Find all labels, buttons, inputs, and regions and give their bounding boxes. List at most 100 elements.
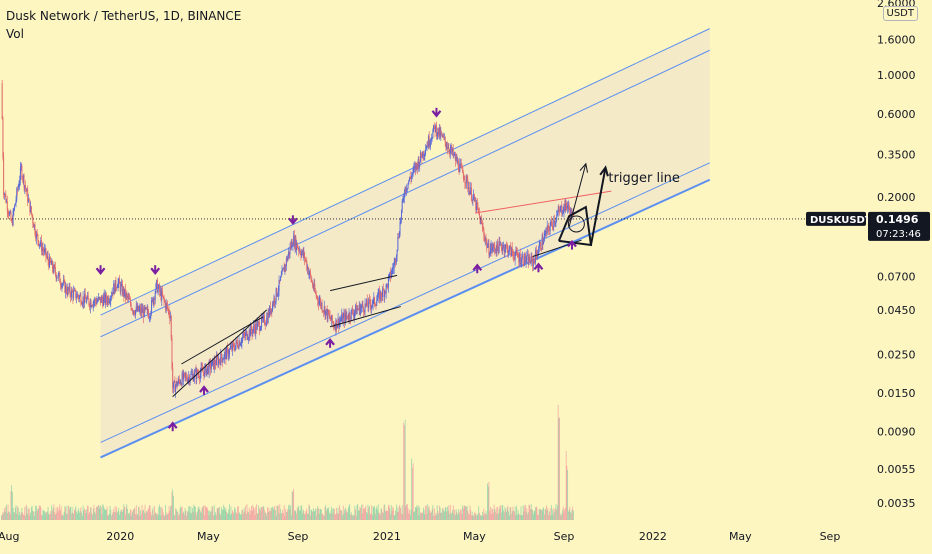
volume-bar: [368, 507, 370, 520]
volume-bar: [466, 506, 468, 520]
volume-label: Vol: [6, 27, 24, 41]
volume-layer: [1, 405, 574, 520]
candle-body: [104, 294, 106, 303]
candle-body: [75, 290, 77, 299]
volume-bar: [414, 511, 416, 520]
time-axis[interactable]: Aug 2020 May Sep 2021 May Sep 2022 May Sep: [0, 520, 862, 550]
volume-bar: [500, 505, 501, 520]
volume-bar: [382, 512, 384, 520]
candle-body: [81, 303, 83, 305]
volume-bar: [158, 506, 160, 520]
volume-bar: [221, 507, 222, 520]
volume-bar: [333, 508, 335, 520]
volume-bar: [307, 513, 308, 520]
volume-bar: [516, 505, 518, 520]
volume-bar: [132, 509, 134, 520]
candle-body: [500, 243, 502, 248]
time-axis-bg: [0, 520, 862, 550]
volume-bar: [132, 512, 134, 520]
candle-body: [105, 294, 107, 303]
volume-bar: [71, 513, 72, 520]
volume-bar: [244, 511, 246, 520]
candle-body: [47, 255, 49, 261]
volume-bar: [60, 506, 62, 520]
volume-bar: [324, 506, 326, 520]
volume-bar: [97, 507, 99, 520]
candle-body: [294, 237, 296, 248]
volume-bar: [286, 511, 288, 520]
volume-bar: [186, 511, 188, 520]
candle-body: [44, 248, 46, 250]
volume-bar: [138, 506, 140, 520]
volume-bar: [415, 507, 417, 520]
volume-bar: [73, 513, 74, 520]
candle-body: [274, 300, 276, 303]
candle-body: [59, 282, 61, 285]
volume-bar: [48, 514, 50, 520]
candle-body: [566, 205, 568, 209]
candle-body: [239, 343, 241, 346]
candle-body: [449, 149, 451, 153]
volume-bar: [22, 514, 24, 520]
candle-body: [191, 373, 193, 375]
candle-body: [10, 212, 12, 221]
volume-bar: [56, 512, 58, 520]
candle-body: [275, 288, 277, 301]
candle-body: [72, 291, 74, 299]
candle-body: [144, 306, 146, 309]
volume-bar: [350, 512, 352, 520]
candle-body: [522, 255, 524, 264]
volume-bar: [232, 510, 233, 520]
volume-bar: [52, 510, 53, 520]
candle-body: [434, 126, 436, 132]
candle-body: [396, 249, 398, 257]
volume-bar: [295, 511, 297, 520]
candle-body: [544, 233, 546, 236]
volume-bar: [175, 508, 177, 520]
volume-bar: [80, 507, 82, 520]
volume-bar: [96, 506, 98, 520]
candle-body: [70, 294, 72, 298]
volume-bar: [562, 509, 563, 520]
volume-bar: [567, 469, 569, 520]
volume-bar: [202, 505, 204, 520]
candle-body: [350, 309, 352, 320]
volume-bar: [54, 514, 56, 520]
candle-body: [283, 267, 285, 272]
volume-bar: [165, 505, 166, 520]
trigger-line-label: trigger line: [608, 171, 680, 186]
volume-bar: [416, 505, 418, 520]
candle-body: [424, 154, 426, 156]
volume-bar: [390, 505, 392, 520]
candle-body: [414, 165, 416, 171]
volume-bar: [32, 510, 34, 520]
candle-body: [476, 201, 478, 211]
volume-bar: [130, 515, 132, 520]
candle-body: [94, 298, 96, 302]
candle-body: [473, 194, 475, 202]
volume-bar: [11, 485, 13, 520]
volume-bar: [455, 509, 457, 520]
candle-body: [513, 253, 515, 258]
volume-bar: [312, 508, 314, 520]
candle-body: [296, 242, 298, 249]
price-axis[interactable]: 2.60001.60001.00000.60000.35000.20000.12…: [862, 0, 932, 550]
candle-body: [211, 360, 213, 367]
volume-bar: [280, 509, 281, 520]
volume-bar: [148, 508, 150, 520]
candle-body: [266, 317, 268, 325]
candle-body: [234, 345, 236, 351]
volume-bar: [211, 506, 213, 520]
volume-bar: [534, 510, 536, 520]
volume-bar: [155, 512, 157, 520]
candle-body: [127, 295, 129, 299]
volume-bar: [196, 514, 198, 520]
candle-body: [178, 378, 180, 384]
candle-body: [168, 309, 170, 315]
candle-body: [357, 309, 359, 310]
candle-body: [399, 221, 401, 235]
volume-bar: [460, 509, 461, 520]
candle-body: [328, 314, 330, 316]
currency-button[interactable]: USDT: [882, 6, 918, 21]
candle-body: [8, 213, 10, 216]
